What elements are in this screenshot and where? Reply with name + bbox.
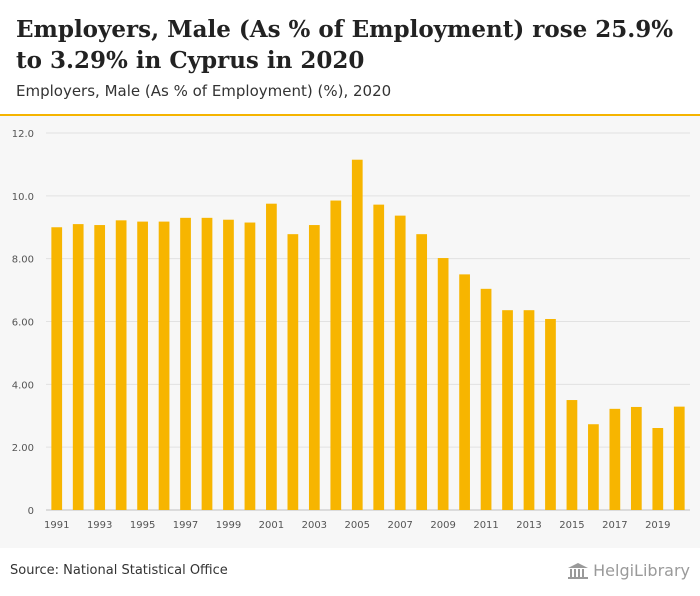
y-tick-label: 10.0 (12, 192, 34, 203)
bar-2011 (480, 288, 492, 510)
x-tick-label: 2009 (430, 520, 455, 531)
x-tick-label: 2015 (559, 520, 584, 531)
bar-2006 (373, 204, 385, 510)
y-tick-label: 4.00 (12, 380, 34, 391)
x-tick-label: 2019 (645, 520, 670, 531)
y-tick-label: 8.00 (12, 255, 34, 266)
logo-text: HelgiLibrary (593, 561, 690, 580)
bar-1993 (94, 225, 106, 510)
bar-1998 (201, 217, 213, 510)
bar-2016 (588, 424, 599, 510)
bar-2003 (308, 225, 320, 510)
x-tick-label: 2001 (259, 520, 284, 531)
bar-1992 (72, 224, 84, 510)
bar-1991 (51, 227, 63, 510)
y-tick-label: 12.0 (12, 129, 34, 140)
bar-1996 (158, 221, 170, 510)
bar-2004 (330, 200, 342, 510)
library-building-icon (568, 562, 589, 579)
bar-2000 (244, 222, 256, 510)
bar-2020 (673, 406, 685, 510)
x-tick-label: 1999 (216, 520, 241, 531)
source-note: Source: National Statistical Office (10, 563, 228, 578)
x-tick-label: 2005 (345, 520, 370, 531)
x-tick-label: 2003 (302, 520, 327, 531)
bar-2017 (609, 408, 621, 510)
bar-2008 (416, 234, 428, 510)
y-tick-label: 6.00 (12, 318, 34, 329)
bar-2012 (502, 310, 513, 510)
bar-2009 (437, 258, 449, 510)
helgilibrary-logo[interactable]: HelgiLibrary (567, 561, 690, 580)
bar-2002 (287, 234, 299, 510)
chart-subtitle: Employers, Male (As % of Employment) (%)… (16, 82, 392, 100)
x-tick-label: 1991 (44, 520, 69, 531)
bar-2014 (545, 318, 556, 510)
bar-2010 (459, 274, 470, 510)
bar-1999 (223, 219, 234, 510)
bar-2019 (652, 428, 664, 510)
bar-1997 (180, 217, 191, 510)
x-tick-label: 2017 (602, 520, 627, 531)
x-tick-label: 2007 (387, 520, 412, 531)
bar-2013 (523, 310, 535, 510)
x-tick-label: 1997 (173, 520, 198, 531)
y-tick-label: 0 (28, 506, 34, 517)
x-tick-label: 1995 (130, 520, 155, 531)
chart-title: Employers, Male (As % of Employment) ros… (16, 16, 674, 74)
bar-1994 (115, 220, 127, 511)
bar-2005 (351, 159, 363, 510)
bar-2007 (394, 215, 406, 510)
bar-2015 (566, 400, 578, 510)
y-tick-label: 2.00 (12, 443, 34, 454)
x-tick-label: 1993 (87, 520, 112, 531)
plot-top-border (0, 114, 700, 116)
x-tick-label: 2013 (516, 520, 541, 531)
x-tick-label: 2011 (473, 520, 498, 531)
bar-2018 (630, 406, 642, 510)
bar-1995 (137, 221, 148, 510)
bar-2001 (266, 203, 277, 510)
